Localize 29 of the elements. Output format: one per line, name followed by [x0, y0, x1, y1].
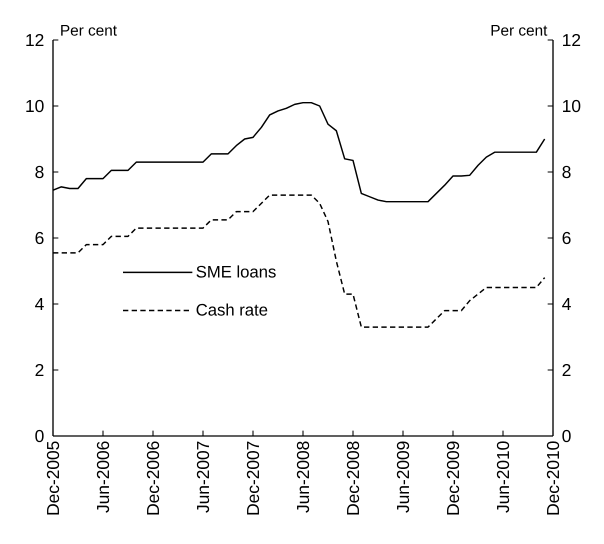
y2-tick-label: 6 [36, 232, 44, 244]
x-tick-label: Dec-2010 [546, 441, 560, 514]
y2-tick-label: 10 [26, 100, 44, 112]
x-tick-label: Jun-2007 [196, 442, 210, 513]
y2-tick-label: 4 [35, 298, 44, 310]
x-tick-label: Dec-2008 [346, 441, 360, 514]
y-tick-label: 0 [562, 430, 571, 442]
y2-tick-label: 12 [26, 34, 44, 46]
x-tick-label: Jun-2010 [496, 441, 510, 513]
y2-tick-label: 8 [35, 166, 44, 178]
x-tick-label: Dec-2006 [146, 441, 160, 514]
legend-label: Cash rate [196, 303, 268, 316]
x-tick-label: Dec-2007 [246, 442, 260, 514]
text: Per cent [492, 25, 548, 36]
x-tick-label: Jun-2009 [396, 442, 410, 513]
x-tick-label: Dec-2005 [46, 441, 60, 514]
y-tick-label: 4 [562, 298, 571, 310]
y-tick-label: 8 [562, 166, 571, 178]
y-tick-label: 2 [562, 364, 570, 376]
y-tick-label: 12 [563, 34, 580, 46]
y-tick-label: 10 [563, 100, 580, 112]
x-tick-label: Jun-2006 [96, 441, 110, 513]
y2-tick-label: 0 [35, 430, 44, 442]
x-tick-label: Dec-2009 [446, 442, 460, 514]
y2-tick-label: 2 [36, 364, 44, 376]
y-tick-label: 6 [562, 232, 571, 244]
text: Per cent [61, 25, 117, 36]
x-tick-label: Jun-2008 [296, 441, 310, 513]
legend-label: SME loans [196, 265, 276, 278]
